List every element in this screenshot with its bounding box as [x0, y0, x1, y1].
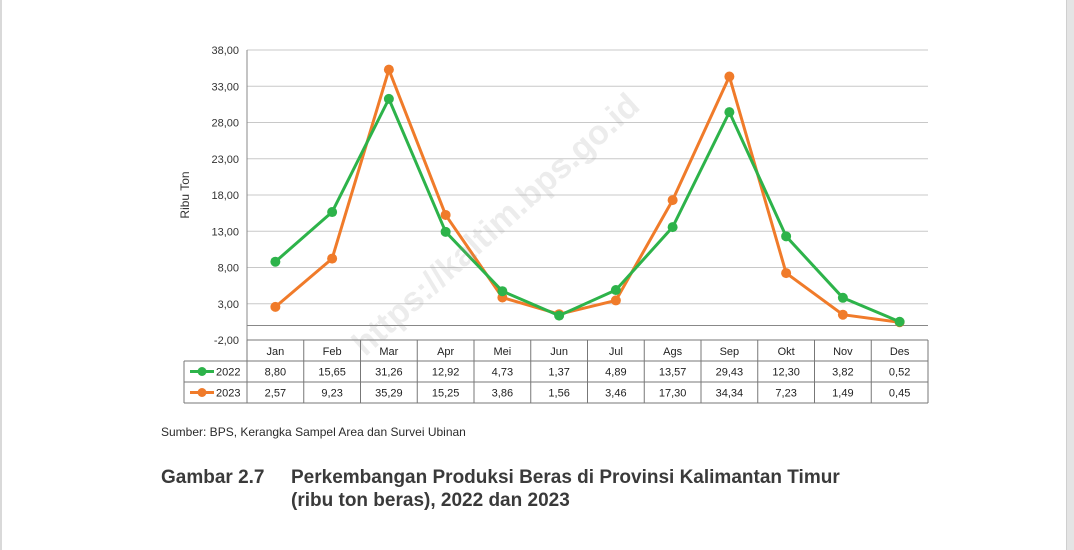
- y-tick-label: 3,00: [218, 299, 239, 311]
- legend-marker-2022: [197, 367, 207, 376]
- x-category-label: Ags: [663, 346, 682, 358]
- y-tick-label: 23,00: [211, 154, 239, 166]
- data-point-2022: [724, 107, 735, 118]
- legend-label-2022: 2022: [216, 367, 240, 379]
- table-cell-value: 15,25: [432, 388, 460, 400]
- data-point-2022: [894, 316, 905, 327]
- table-cell-value: 1,56: [548, 388, 569, 400]
- y-tick-label: 38,00: [211, 45, 239, 57]
- data-point-2023: [327, 253, 338, 264]
- x-category-label: Mar: [379, 346, 398, 358]
- y-tick-label: 8,00: [218, 263, 239, 275]
- series-line-2023: [274, 68, 900, 324]
- table-cell-value: 17,30: [659, 388, 687, 400]
- table-cell-value: 1,49: [832, 388, 853, 400]
- table-cell-value: 3,82: [832, 367, 853, 379]
- x-category-label: Sep: [720, 346, 740, 358]
- x-category-label: Jul: [609, 346, 623, 358]
- x-category-label: Des: [890, 346, 910, 358]
- data-point-2023: [724, 71, 735, 82]
- data-point-2022: [440, 226, 451, 237]
- line-chart: -2,00 3,00 8,00 13,00 18,00 23,00 28,00 33,00 38…: [178, 45, 929, 404]
- data-point-2022: [667, 222, 678, 233]
- figure-number: Gambar 2.7: [161, 467, 265, 488]
- table-cell-value: 15,65: [318, 367, 346, 379]
- table-cell-value: 29,43: [716, 367, 744, 379]
- figure-title-line2: (ribu ton beras), 2022 dan 2023: [291, 490, 570, 511]
- table-cell-value: 4,89: [605, 367, 626, 379]
- table-cell-value: 31,26: [375, 367, 403, 379]
- legend-marker-2023: [197, 388, 207, 397]
- table-cell-value: 0,45: [889, 388, 910, 400]
- page-left-border: [0, 0, 2, 550]
- data-point-2022: [837, 292, 848, 303]
- data-point-2023: [270, 301, 281, 312]
- data-point-2023: [667, 195, 678, 206]
- table-cell-value: 13,57: [659, 367, 687, 379]
- table-cell-value: 8,80: [265, 367, 286, 379]
- data-point-2023: [440, 209, 451, 220]
- table-cell-value: 7,23: [775, 388, 796, 400]
- x-category-label: Nov: [833, 346, 853, 358]
- y-tick-label: 13,00: [211, 226, 239, 238]
- series-line-2022: [274, 97, 901, 324]
- table-cell-value: 0,52: [889, 367, 910, 379]
- x-category-label: Jun: [550, 346, 568, 358]
- x-category-label: Feb: [323, 346, 342, 358]
- y-tick-label: -2,00: [214, 335, 239, 347]
- data-point-2023: [383, 64, 394, 75]
- x-category-label: Okt: [778, 346, 795, 358]
- y-axis-label: Ribu Ton: [178, 171, 192, 218]
- data-point-2023: [610, 295, 621, 306]
- x-category-label: Jan: [267, 346, 285, 358]
- data-point-2023: [837, 309, 848, 320]
- table-cell-value: 3,46: [605, 388, 626, 400]
- y-tick-label: 28,00: [211, 118, 239, 130]
- data-point-2022: [781, 231, 792, 242]
- table-cell-value: 35,29: [375, 388, 403, 400]
- data-point-2022: [327, 207, 338, 218]
- y-tick-label: 33,00: [211, 81, 239, 93]
- data-point-2022: [554, 310, 565, 321]
- x-category-label: Mei: [494, 346, 512, 358]
- data-point-2022: [497, 286, 508, 297]
- table-cell-value: 2,57: [265, 388, 286, 400]
- figure-title-line1: Perkembangan Produksi Beras di Provinsi …: [291, 467, 840, 488]
- source-note: Sumber: BPS, Kerangka Sampel Area dan Su…: [161, 425, 466, 439]
- legend-label-2023: 2023: [216, 388, 240, 400]
- table-cell-value: 9,23: [321, 388, 342, 400]
- data-point-2022: [270, 256, 281, 267]
- data-point-2023: [781, 268, 792, 279]
- y-tick-label: 18,00: [211, 190, 239, 202]
- table-cell-value: 12,92: [432, 367, 460, 379]
- page-right-scrollbar[interactable]: [1066, 0, 1074, 550]
- table-cell-value: 4,73: [492, 367, 513, 379]
- data-point-2022: [383, 93, 394, 104]
- x-category-label: Apr: [437, 346, 454, 358]
- table-cell-value: 3,86: [492, 388, 513, 400]
- table-cell-value: 1,37: [548, 367, 569, 379]
- table-cell-value: 34,34: [716, 388, 744, 400]
- data-point-2022: [610, 285, 621, 296]
- table-cell-value: 12,30: [772, 367, 800, 379]
- figure-caption: Gambar 2.7 Perkembangan Produksi Beras di…: [161, 466, 840, 512]
